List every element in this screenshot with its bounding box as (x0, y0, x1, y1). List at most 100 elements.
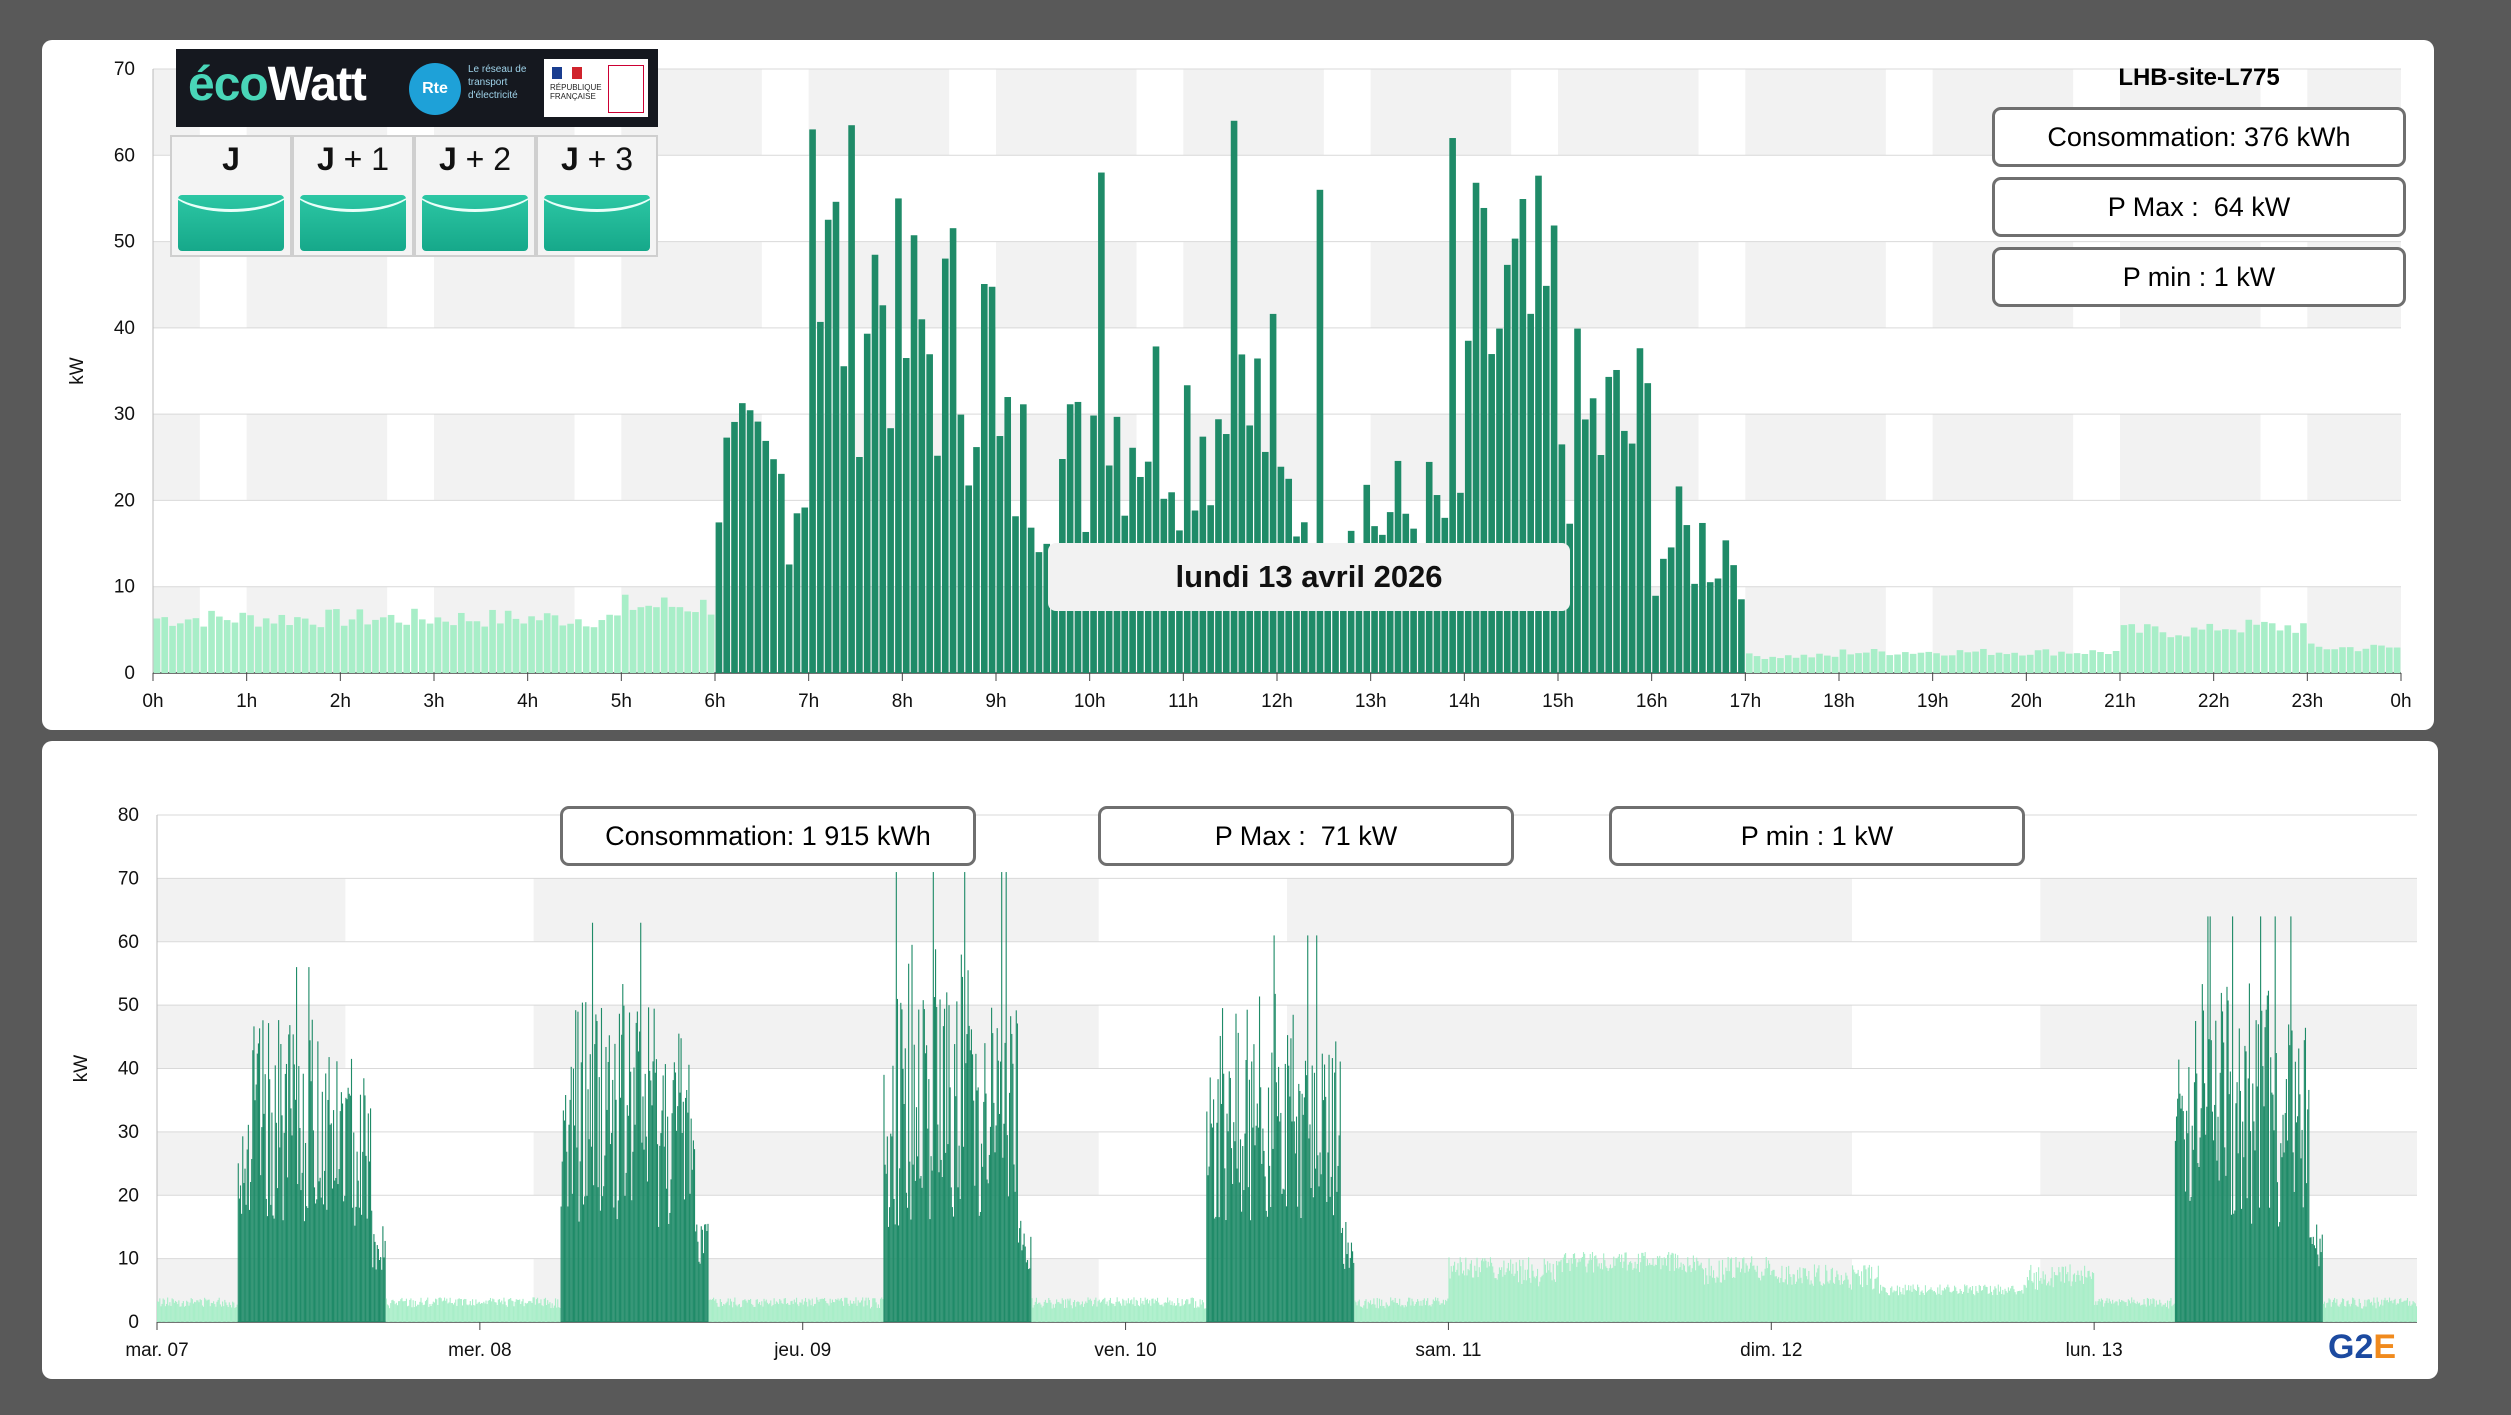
power-bar (296, 967, 298, 1322)
power-bar (2043, 1279, 2045, 1322)
power-bar (1410, 1305, 1412, 1322)
power-bar (354, 1225, 356, 1322)
power-bar (1232, 1183, 1234, 1322)
power-bar (1897, 1295, 1900, 1322)
power-bar (403, 624, 410, 673)
power-bar (2291, 1030, 2293, 1322)
power-bar (1098, 172, 1105, 674)
power-bar (588, 1139, 590, 1322)
power-bar (1311, 1065, 1313, 1322)
power-bar (1153, 1303, 1155, 1322)
power-bar (283, 1132, 285, 1322)
power-bar (2026, 1276, 2029, 1322)
power-bar (653, 1008, 655, 1322)
power-bar (731, 421, 738, 673)
power-bar (1380, 1305, 1382, 1322)
power-bar (1424, 1305, 1427, 1322)
power-bar (846, 1297, 848, 1322)
power-bar (1390, 1297, 1392, 1322)
power-bar (2300, 623, 2307, 673)
power-bar (1476, 1257, 1478, 1322)
power-bar (1168, 1302, 1170, 1322)
power-bar (973, 1100, 975, 1322)
power-bar (618, 1013, 620, 1322)
power-bar (2365, 1306, 2367, 1322)
power-bar (2214, 630, 2221, 673)
power-bar (1540, 1277, 1542, 1322)
power-bar (1725, 1267, 1727, 1322)
power-bar (424, 1301, 427, 1322)
forecast-day-label: J + 1 (316, 141, 390, 177)
power-bar (2063, 1282, 2065, 1322)
power-bar (2061, 1266, 2063, 1322)
power-bar (1810, 1280, 1812, 1322)
power-bar (1346, 1254, 1348, 1322)
power-bar (1715, 1282, 1717, 1322)
power-bar (2354, 1299, 2356, 1322)
power-bar (2016, 1291, 2018, 1322)
power-bar (593, 1185, 595, 1322)
power-bar (1204, 1308, 1206, 1322)
power-bar (677, 1106, 679, 1322)
grid-cell (1323, 414, 1371, 501)
power-bar (1365, 1299, 1367, 1322)
power-bar (1924, 1285, 1926, 1322)
power-bar (433, 1302, 436, 1322)
power-bar (2360, 1308, 2363, 1322)
power-bar (2190, 627, 2198, 673)
power-bar (2383, 1300, 2385, 1322)
power-bar (1782, 1282, 1784, 1322)
x-tick-label: 9h (985, 691, 1006, 712)
power-bar (487, 1300, 489, 1322)
power-bar (1799, 1267, 1801, 1322)
power-bar (957, 1187, 959, 1322)
power-bar (1445, 1299, 1447, 1322)
power-bar (770, 1300, 772, 1322)
power-bar (1543, 1258, 1545, 1322)
power-bar (1358, 1299, 1360, 1322)
power-bar (243, 1182, 245, 1322)
power-bar (2207, 916, 2209, 1322)
power-bar (1712, 1270, 1715, 1322)
power-bar (655, 1059, 657, 1322)
power-bar (2150, 1299, 2152, 1322)
power-bar (1485, 1260, 1487, 1322)
power-bar (207, 1299, 209, 1322)
power-bar (1353, 1262, 1355, 1322)
power-bar (1385, 1302, 1387, 1322)
power-bar (365, 1155, 367, 1322)
power-bar (273, 1218, 275, 1322)
power-bar (567, 1206, 569, 1322)
power-bar (631, 1200, 633, 1322)
power-bar (2081, 653, 2089, 673)
power-bar (1068, 1300, 1070, 1322)
power-bar (710, 1299, 712, 1322)
power-bar (2076, 1274, 2078, 1322)
power-bar (1718, 1260, 1720, 1322)
power-bar (478, 1301, 480, 1322)
power-bar (1856, 1273, 1858, 1322)
power-bar (863, 1306, 865, 1322)
power-bar (2093, 1273, 2095, 1322)
power-bar (2123, 1301, 2125, 1322)
power-bar (1189, 1303, 1191, 1322)
power-bar (911, 944, 913, 1322)
power-bar (792, 1303, 794, 1322)
power-bar (2233, 1213, 2235, 1322)
power-bar (1089, 1298, 1091, 1322)
power-bar (1079, 1305, 1081, 1322)
power-bar (320, 1197, 322, 1322)
power-bar (2261, 1010, 2263, 1322)
power-bar (396, 1305, 399, 1322)
power-bar (1863, 652, 1870, 673)
power-bar (2295, 1122, 2298, 1322)
power-bar (339, 1111, 341, 1322)
power-bar (1695, 1270, 1697, 1322)
power-bar (1600, 1263, 1603, 1322)
power-bar (2298, 1048, 2300, 1322)
power-bar (977, 1087, 979, 1322)
power-bar (262, 1020, 264, 1322)
power-bar (1890, 1287, 1892, 1322)
power-bar (594, 1044, 596, 1322)
power-bar (1072, 1301, 1075, 1322)
